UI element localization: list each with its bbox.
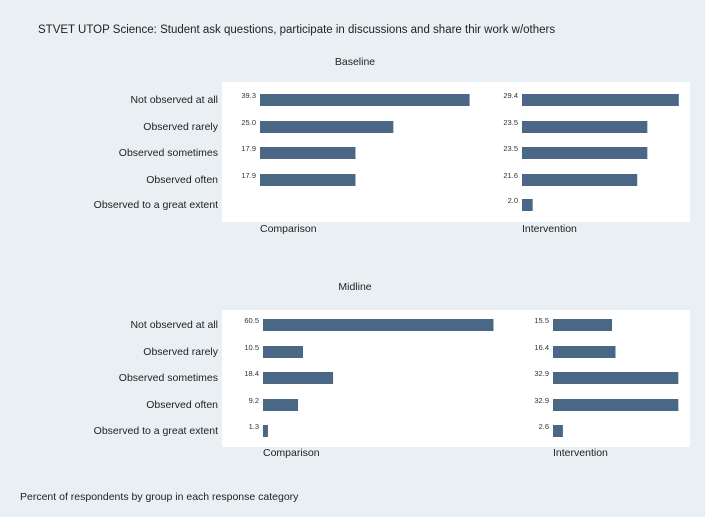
category-label: Observed rarely — [143, 121, 218, 133]
category-label: Observed often — [146, 399, 218, 411]
series-label: Intervention — [522, 223, 577, 235]
value-label: 1.3 — [249, 422, 259, 431]
value-label: 29.4 — [503, 91, 518, 100]
value-label: 23.5 — [503, 144, 518, 153]
bar — [522, 94, 679, 106]
bar — [260, 147, 356, 159]
series-label: Comparison — [263, 447, 320, 459]
panel-title: Baseline — [335, 56, 375, 68]
value-label: 2.0 — [508, 196, 518, 205]
chart-title: STVET UTOP Science: Student ask question… — [38, 24, 555, 36]
value-label: 10.5 — [244, 343, 259, 352]
value-label: 15.5 — [534, 316, 549, 325]
bar — [522, 174, 638, 186]
bar — [263, 346, 303, 358]
series-label: Intervention — [553, 447, 608, 459]
bar — [553, 399, 679, 411]
category-label: Observed often — [146, 174, 218, 186]
value-label: 32.9 — [534, 369, 549, 378]
value-label: 17.9 — [241, 144, 256, 153]
value-label: 25.0 — [241, 118, 256, 127]
bar — [263, 372, 334, 384]
bar — [553, 425, 563, 437]
category-label: Observed to a great extent — [94, 425, 218, 437]
value-label: 39.3 — [241, 91, 256, 100]
value-label: 9.2 — [249, 396, 259, 405]
bar — [553, 372, 679, 384]
bar — [522, 147, 648, 159]
value-label: 16.4 — [534, 343, 549, 352]
bar — [263, 319, 494, 331]
value-label: 17.9 — [241, 171, 256, 180]
bar — [260, 174, 356, 186]
category-label: Not observed at all — [130, 319, 218, 331]
category-label: Observed rarely — [143, 346, 218, 358]
panel-title: Midline — [338, 281, 371, 293]
value-label: 23.5 — [503, 118, 518, 127]
chart-note: Percent of respondents by group in each … — [20, 491, 299, 503]
bar — [263, 425, 268, 437]
value-label: 32.9 — [534, 396, 549, 405]
bar — [522, 199, 533, 211]
category-label: Observed to a great extent — [94, 199, 218, 211]
category-label: Not observed at all — [130, 94, 218, 106]
bar — [263, 399, 299, 411]
bar — [553, 319, 613, 331]
category-label: Observed sometimes — [119, 147, 218, 159]
value-label: 2.6 — [539, 422, 549, 431]
series-label: Comparison — [260, 223, 317, 235]
bar — [260, 121, 394, 133]
value-label: 60.5 — [244, 316, 259, 325]
category-label: Observed sometimes — [119, 372, 218, 384]
bar — [522, 121, 648, 133]
bar — [260, 94, 470, 106]
value-label: 21.6 — [503, 171, 518, 180]
value-label: 18.4 — [244, 369, 259, 378]
bar — [553, 346, 616, 358]
